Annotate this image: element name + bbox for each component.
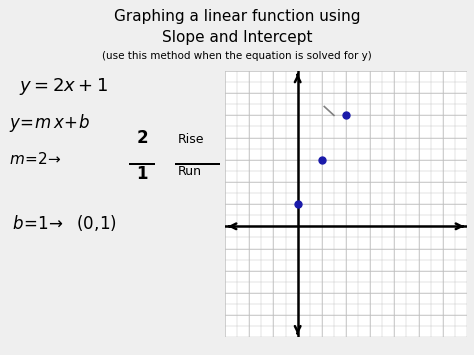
Point <box>342 113 350 118</box>
Text: Run: Run <box>178 165 202 178</box>
Point <box>318 157 326 163</box>
Text: $y = 2x + 1$: $y = 2x + 1$ <box>19 76 108 97</box>
Text: Graphing a linear function using: Graphing a linear function using <box>114 9 360 24</box>
Point <box>294 201 301 207</box>
Text: $b\!=\!1\!\rightarrow$  $(0,\!1)$: $b\!=\!1\!\rightarrow$ $(0,\!1)$ <box>12 213 117 233</box>
Text: Slope and Intercept: Slope and Intercept <box>162 30 312 45</box>
Text: Rise: Rise <box>178 132 204 146</box>
Text: (use this method when the equation is solved for y): (use this method when the equation is so… <box>102 51 372 61</box>
Text: $m\!=\!2\!\rightarrow$: $m\!=\!2\!\rightarrow$ <box>9 151 63 167</box>
Text: 1: 1 <box>137 165 148 183</box>
Text: 2: 2 <box>137 129 148 147</box>
Text: $y\!=\!m\,x\!+\!b$: $y\!=\!m\,x\!+\!b$ <box>9 112 90 134</box>
